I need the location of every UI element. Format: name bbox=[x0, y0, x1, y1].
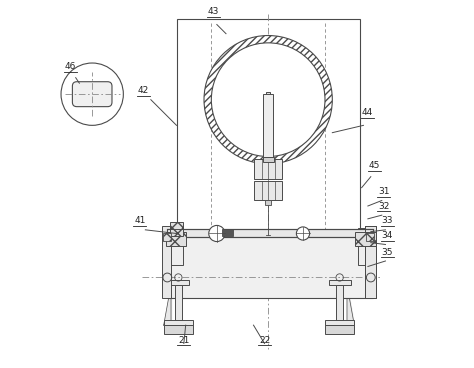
Circle shape bbox=[296, 227, 310, 240]
Bar bbox=[325, 320, 355, 325]
Bar bbox=[176, 19, 360, 265]
Bar bbox=[356, 233, 375, 246]
Text: 33: 33 bbox=[382, 216, 393, 226]
Bar bbox=[165, 233, 186, 246]
Text: 43: 43 bbox=[208, 7, 219, 17]
Bar bbox=[168, 228, 183, 265]
Bar bbox=[170, 222, 183, 236]
Bar bbox=[365, 226, 375, 298]
Text: 31: 31 bbox=[378, 187, 390, 196]
Bar bbox=[365, 226, 375, 298]
Text: 42: 42 bbox=[138, 86, 149, 95]
Bar bbox=[265, 201, 271, 205]
Circle shape bbox=[204, 36, 332, 164]
Bar bbox=[167, 235, 373, 298]
Text: 22: 22 bbox=[259, 336, 270, 344]
Polygon shape bbox=[347, 285, 355, 325]
Circle shape bbox=[211, 43, 325, 156]
Text: 44: 44 bbox=[362, 108, 373, 117]
Bar bbox=[167, 280, 189, 285]
Bar bbox=[175, 285, 182, 320]
Bar bbox=[167, 229, 373, 237]
Text: 46: 46 bbox=[64, 63, 76, 71]
Bar bbox=[222, 229, 233, 236]
Bar bbox=[336, 285, 343, 320]
Bar bbox=[164, 325, 193, 334]
Text: 41: 41 bbox=[134, 216, 146, 226]
Bar bbox=[366, 233, 374, 241]
Bar bbox=[266, 92, 270, 94]
Bar bbox=[162, 226, 171, 298]
Bar bbox=[263, 157, 273, 162]
Text: 45: 45 bbox=[369, 162, 380, 170]
Bar bbox=[358, 228, 371, 265]
Bar bbox=[164, 320, 193, 325]
Text: 35: 35 bbox=[382, 248, 393, 256]
Text: 21: 21 bbox=[178, 336, 190, 344]
Text: 34: 34 bbox=[382, 231, 393, 240]
Circle shape bbox=[209, 226, 225, 241]
Circle shape bbox=[61, 63, 123, 125]
FancyBboxPatch shape bbox=[73, 82, 112, 107]
Bar bbox=[298, 229, 309, 236]
Text: 32: 32 bbox=[378, 202, 389, 211]
Bar bbox=[254, 159, 282, 178]
Polygon shape bbox=[164, 285, 171, 325]
Bar bbox=[264, 94, 273, 156]
Bar bbox=[328, 280, 351, 285]
Bar bbox=[325, 325, 355, 334]
Bar bbox=[163, 233, 171, 241]
Bar bbox=[254, 181, 282, 201]
